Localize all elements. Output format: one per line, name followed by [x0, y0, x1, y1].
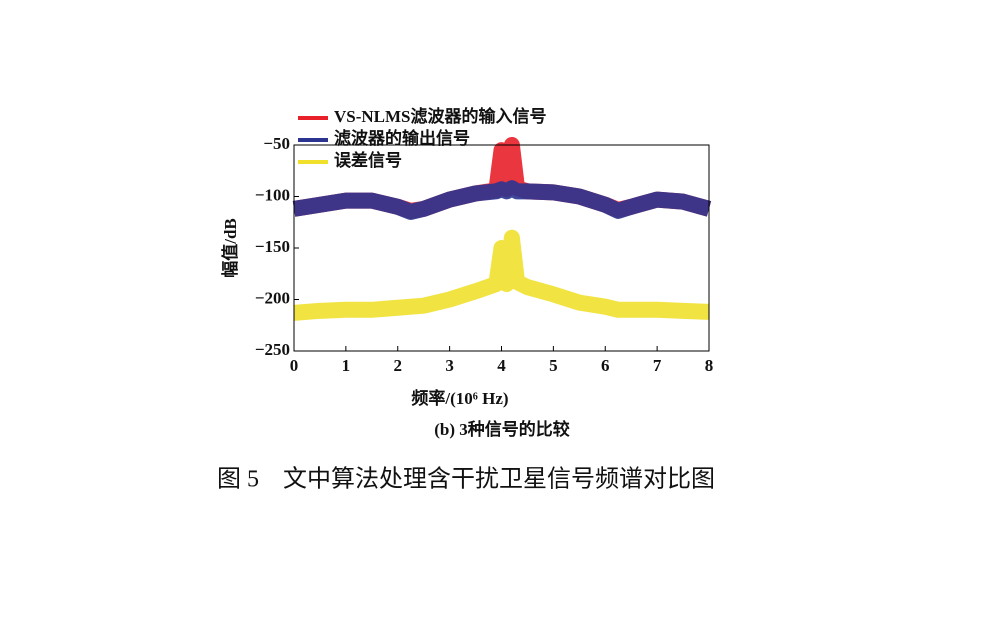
legend-label: 误差信号: [334, 150, 402, 170]
y-axis-label: 幅值/dB: [220, 218, 240, 278]
y-tick-label: −150: [255, 237, 290, 256]
legend-label: VS-NLMS滤波器的输入信号: [334, 106, 547, 126]
x-tick-label: 8: [705, 356, 714, 375]
x-tick-label: 6: [601, 356, 610, 375]
y-tick-label: −250: [255, 340, 290, 359]
x-tick-label: 4: [497, 356, 506, 375]
x-tick-label: 3: [445, 356, 454, 375]
x-tick-label: 0: [290, 356, 299, 375]
caption: 图 5 文中算法处理含干扰卫星信号频谱对比图: [217, 466, 715, 493]
x-tick-label: 2: [394, 356, 403, 375]
series-band: [293, 229, 710, 321]
y-tick-label: −50: [263, 134, 290, 153]
y-tick-label: −200: [255, 288, 290, 307]
series-band: [292, 180, 712, 220]
x-axis-label: 频率/(10⁶ Hz): [411, 388, 508, 408]
x-tick-label: 1: [342, 356, 351, 375]
y-tick-label: −100: [255, 185, 290, 204]
x-tick-label: 5: [549, 356, 558, 375]
legend-label: 滤波器的输出信号: [334, 128, 470, 148]
subtitle: (b) 3种信号的比较: [434, 419, 570, 439]
x-tick-label: 7: [653, 356, 662, 375]
